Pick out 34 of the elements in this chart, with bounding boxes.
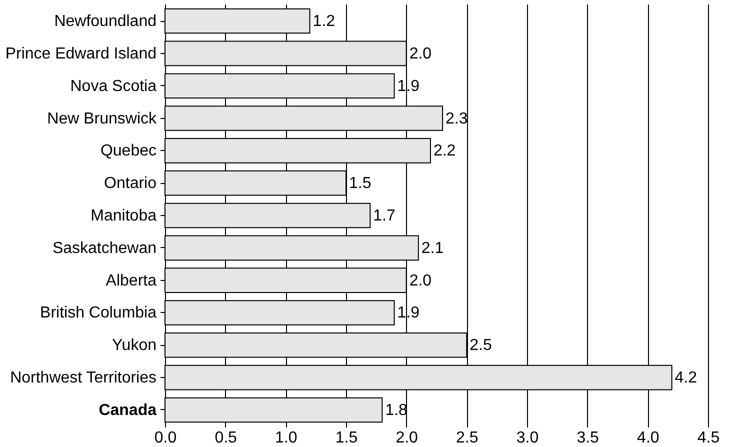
data-label: 2.1 — [421, 240, 444, 257]
data-label: 2.3 — [446, 110, 468, 128]
x-tick-label: 1.0 — [275, 430, 298, 446]
x-tick-label: 3.5 — [576, 430, 600, 446]
y-tick-label: Ontario — [104, 175, 157, 192]
data-label: 1.2 — [312, 13, 336, 30]
y-tick-label: British Columbia — [40, 304, 157, 322]
data-label: 2.5 — [470, 337, 492, 354]
data-label: 2.0 — [409, 45, 432, 62]
data-label: 1.5 — [349, 175, 372, 192]
y-tick-label: Newfoundland — [54, 13, 156, 30]
x-tick-label: 4.5 — [697, 430, 720, 446]
y-tick-label: Prince Edward Island — [5, 45, 156, 62]
y-tick-label: Quebec — [100, 142, 156, 160]
x-tick-label: 0.0 — [154, 430, 177, 446]
y-tick-label: Canada — [98, 402, 157, 419]
y-tick-label: Saskatchewan — [52, 240, 156, 257]
y-tick-label: Alberta — [106, 272, 157, 290]
data-label: 2.0 — [409, 272, 432, 290]
y-tick-label: Manitoba — [90, 208, 157, 224]
y-tick-label: New Brunswick — [47, 110, 158, 128]
x-tick-label: 1.5 — [335, 430, 358, 446]
y-tick-label: Nova Scotia — [70, 78, 157, 95]
data-label: 1.7 — [373, 208, 396, 224]
x-tick-label: 4.0 — [637, 430, 660, 446]
data-label: 4.2 — [674, 370, 698, 387]
y-tick-label: Northwest Territories — [10, 370, 156, 387]
x-tick-label: 3.0 — [516, 430, 539, 446]
data-label: 2.2 — [433, 142, 456, 160]
data-label: 1.8 — [385, 402, 408, 419]
x-tick-label: 2.0 — [396, 430, 418, 446]
y-tick-label: Yukon — [112, 337, 156, 354]
x-tick-label: 2.5 — [456, 430, 478, 446]
x-tick-label: 0.5 — [214, 430, 238, 446]
